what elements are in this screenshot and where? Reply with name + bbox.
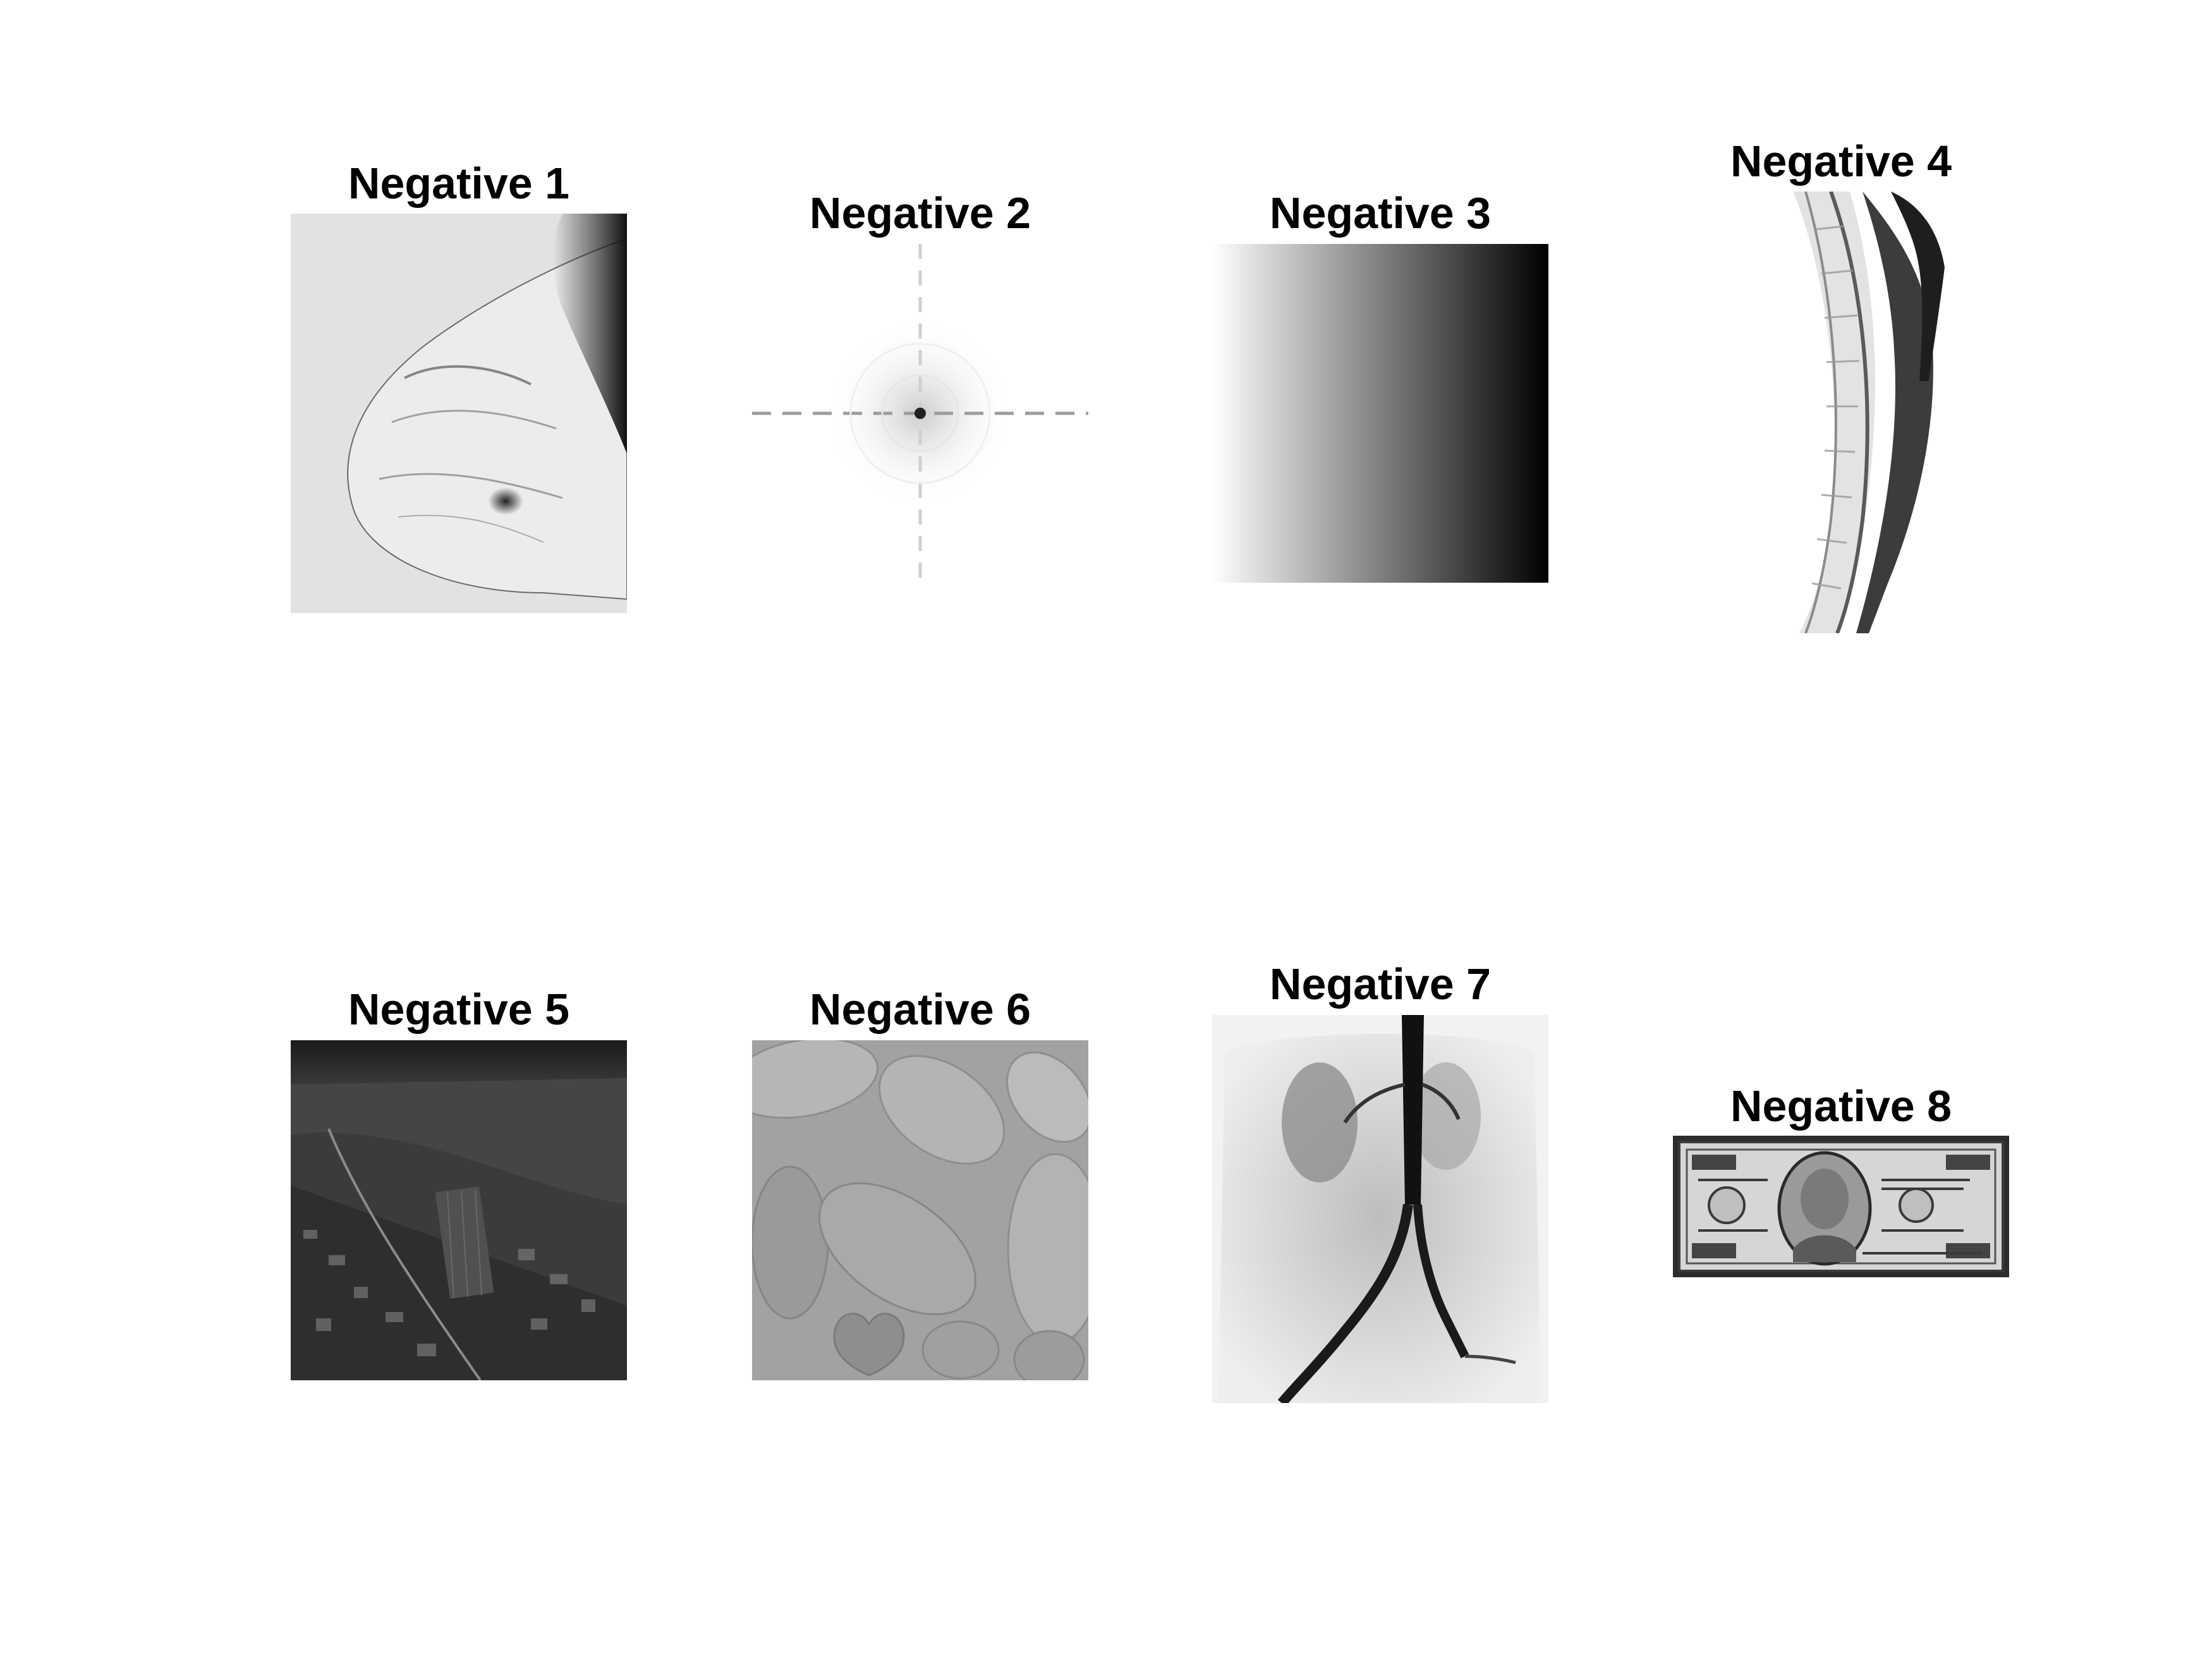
panel-2-title: Negative 2 bbox=[809, 188, 1031, 238]
panel-2: Negative 2 bbox=[752, 191, 1088, 583]
panel-1: Negative 1 bbox=[291, 161, 627, 613]
aerial-city-image bbox=[291, 1040, 627, 1380]
spine-mri-image bbox=[1673, 191, 2009, 633]
panel-6-title: Negative 6 bbox=[809, 985, 1031, 1034]
angiogram-image bbox=[1212, 1015, 1548, 1403]
blood-cells-image bbox=[752, 1040, 1088, 1380]
panel-5: Negative 5 bbox=[291, 987, 627, 1380]
panel-3-title: Negative 3 bbox=[1269, 188, 1492, 238]
panel-8: Negative 8 bbox=[1673, 1084, 2009, 1277]
panel-6: Negative 6 bbox=[752, 987, 1088, 1380]
dollar-bill-image bbox=[1673, 1136, 2009, 1277]
panel-7: Negative 7 bbox=[1212, 962, 1548, 1403]
panel-4: Negative 4 bbox=[1673, 139, 2009, 633]
gradient-image bbox=[1212, 244, 1548, 583]
panel-3: Negative 3 bbox=[1212, 191, 1548, 583]
panel-8-title: Negative 8 bbox=[1730, 1081, 1952, 1131]
mammogram-image bbox=[291, 214, 627, 613]
fourier-spectrum-image bbox=[752, 244, 1088, 583]
panel-7-title: Negative 7 bbox=[1269, 959, 1492, 1009]
panel-5-title: Negative 5 bbox=[348, 985, 570, 1034]
panel-4-title: Negative 4 bbox=[1730, 137, 1952, 186]
panel-1-title: Negative 1 bbox=[348, 159, 570, 208]
